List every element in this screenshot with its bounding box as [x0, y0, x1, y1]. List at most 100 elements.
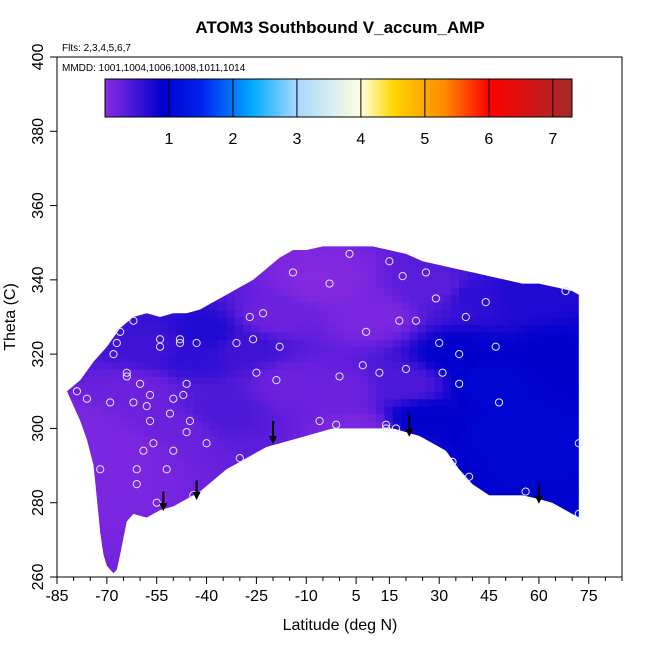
heatmap-cell: [409, 257, 419, 266]
y-axis-title: Theta (C): [2, 283, 19, 351]
heatmap-cell: [409, 369, 419, 377]
heatmap-cell: [293, 383, 302, 392]
heatmap-cell: [259, 480, 269, 489]
heatmap-cell: [575, 517, 579, 526]
heatmap-cell: [326, 502, 336, 511]
heatmap-cell: [467, 435, 477, 444]
heatmap-cell: [101, 547, 111, 556]
heatmap-cell: [185, 510, 194, 519]
heatmap-cell: [442, 413, 452, 422]
heatmap-cell: [359, 577, 368, 585]
heatmap-cell: [467, 376, 477, 385]
heatmap-cell: [160, 309, 169, 318]
heatmap-cell: [301, 302, 311, 311]
heatmap-cell: [376, 465, 385, 474]
heatmap-cell: [151, 473, 161, 481]
heatmap-cell: [209, 450, 219, 459]
heatmap-cell: [442, 331, 452, 340]
heatmap-cell: [492, 309, 502, 318]
heatmap-cell: [209, 354, 219, 363]
heatmap-cell: [251, 406, 261, 415]
heatmap-cell: [226, 383, 236, 392]
sample-point: [381, 424, 391, 433]
heatmap-cell: [484, 480, 493, 489]
heatmap-cell: [367, 510, 377, 519]
heatmap-cell: [209, 539, 219, 548]
heatmap-cell: [409, 443, 419, 452]
heatmap-cell: [317, 250, 327, 259]
heatmap-cell: [533, 413, 543, 422]
sample-point: [258, 309, 268, 318]
heatmap-cell: [576, 577, 585, 585]
heatmap-cell: [509, 443, 518, 452]
heatmap-cell: [434, 487, 444, 496]
heatmap-cell: [409, 480, 419, 489]
heatmap-cell: [293, 317, 302, 325]
heatmap-cell: [425, 265, 435, 273]
heatmap-cell: [76, 510, 86, 519]
heatmap-cell: [93, 250, 103, 259]
heatmap-cell: [118, 473, 128, 481]
heatmap-cell: [226, 539, 236, 548]
heatmap-cell: [176, 302, 186, 311]
heatmap-cell: [342, 250, 352, 259]
heatmap-cell: [101, 517, 111, 526]
heatmap-cell: [409, 376, 419, 385]
heatmap-cell: [526, 577, 535, 585]
heatmap-cell: [367, 346, 377, 355]
heatmap-cell: [226, 473, 236, 481]
heatmap-cell: [176, 309, 186, 318]
heatmap-cell: [209, 502, 219, 511]
heatmap-cell: [284, 391, 294, 400]
heatmap-cell: [467, 562, 477, 571]
heatmap-cell: [401, 279, 410, 288]
heatmap-cell: [67, 495, 70, 504]
heatmap-cell: [168, 265, 178, 273]
heatmap-cell: [367, 265, 377, 273]
heatmap-cell: [268, 398, 277, 407]
heatmap-cell: [135, 250, 144, 259]
heatmap-cell: [434, 569, 444, 574]
heatmap-cell: [243, 547, 252, 556]
heatmap-cell: [542, 562, 552, 571]
heatmap-cell: [93, 383, 103, 392]
heatmap-cell: [409, 487, 419, 496]
heatmap-cell: [434, 532, 444, 541]
arrow-head: [159, 503, 168, 512]
heatmap-cell: [575, 257, 579, 266]
heatmap-cell: [151, 272, 161, 281]
heatmap-cell: [135, 235, 144, 243]
heatmap-cell: [93, 324, 103, 333]
heatmap-cell: [85, 257, 95, 266]
heatmap-cell: [309, 324, 319, 333]
heatmap-cell: [351, 302, 360, 311]
heatmap-cell: [226, 458, 236, 467]
heatmap-cell: [317, 317, 327, 325]
heatmap-cell: [93, 287, 103, 296]
heatmap-cell: [550, 246, 560, 251]
heatmap-cell: [467, 354, 477, 363]
heatmap-cell: [575, 450, 579, 459]
heatmap-cell: [143, 309, 153, 318]
heatmap-cell: [417, 562, 427, 571]
heatmap-cell: [226, 413, 236, 422]
heatmap-cell: [209, 383, 219, 392]
heatmap-cell: [151, 309, 161, 318]
heatmap-cell: [575, 473, 579, 481]
heatmap-cell: [176, 487, 186, 496]
heatmap-cell: [309, 257, 319, 266]
heatmap-cell: [509, 339, 518, 348]
heatmap-cell: [68, 450, 78, 459]
heatmap-cell: [401, 309, 410, 318]
heatmap-cell: [326, 458, 336, 467]
heatmap-cell: [67, 331, 70, 340]
heatmap-cell: [135, 324, 144, 333]
heatmap-cell: [76, 317, 86, 325]
heatmap-cell: [417, 265, 427, 273]
heatmap-cell: [550, 369, 560, 377]
heatmap-cell: [259, 250, 269, 259]
heatmap-cell: [93, 376, 103, 385]
heatmap-cell: [550, 324, 560, 333]
heatmap-cell: [276, 246, 286, 251]
heatmap-cell: [251, 532, 261, 541]
